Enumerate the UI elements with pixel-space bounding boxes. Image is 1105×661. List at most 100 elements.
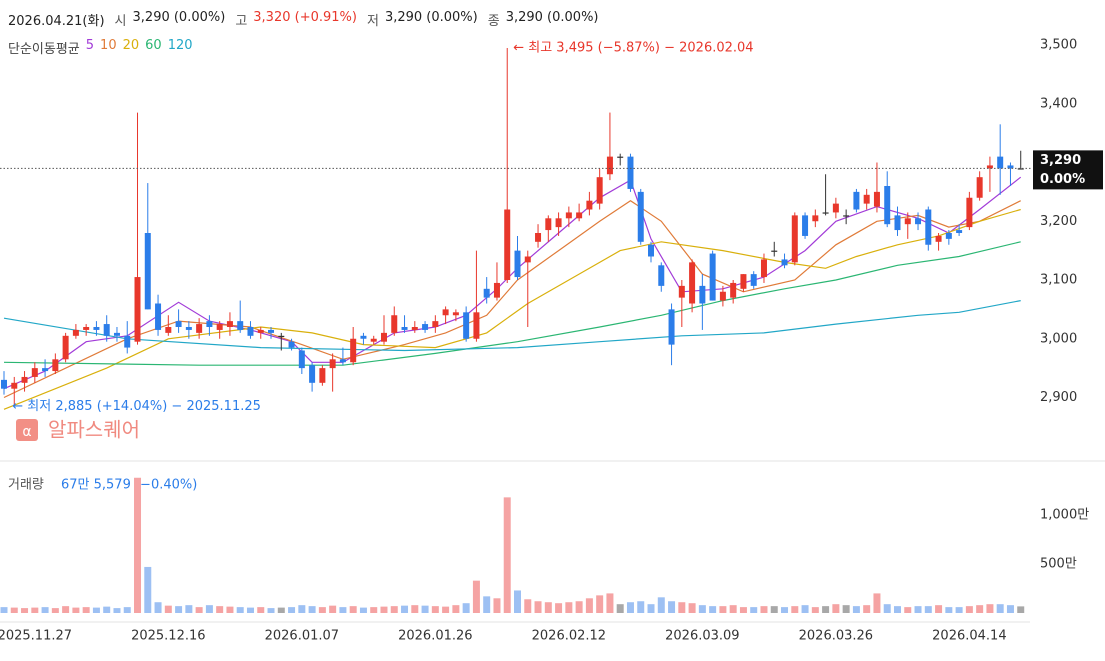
- header-label: 고: [235, 14, 248, 29]
- header: 2026.04.21(화) 시 3,290 (0.00%) 고 3,320 (+0.91…: [8, 10, 599, 29]
- volume-bar: [226, 606, 234, 613]
- volume-bar: [483, 596, 491, 613]
- volume-bar: [277, 607, 285, 613]
- moving-average-line: [3, 241, 1021, 366]
- volume-bar: [657, 597, 665, 613]
- volume-bar: [288, 607, 296, 613]
- ma-legend-item: 20: [122, 38, 140, 53]
- candle-body: [247, 327, 254, 336]
- candle-body: [237, 321, 244, 330]
- volume-bar: [565, 602, 573, 613]
- candle-body: [288, 341, 295, 348]
- candle-body: [668, 309, 675, 345]
- candle-body: [514, 250, 521, 278]
- candle-body: [309, 365, 316, 383]
- volume-bar: [739, 607, 747, 613]
- volume-bar: [113, 608, 121, 613]
- volume-bar: [852, 606, 860, 613]
- volume-last: 67만 5,579 (−0.40%): [61, 478, 197, 493]
- candle-body: [730, 282, 737, 298]
- candle-body: [370, 338, 377, 342]
- candle-body: [822, 212, 829, 214]
- volume-bar: [688, 603, 696, 613]
- volume-bar: [575, 601, 583, 613]
- candle-body: [997, 156, 1004, 169]
- candle-body: [1017, 168, 1024, 170]
- volume-bar: [103, 606, 111, 613]
- candle-body: [956, 230, 963, 233]
- volume-bar: [770, 606, 778, 613]
- x-tick-label: 2026.02.12: [532, 629, 606, 644]
- candle-body: [545, 218, 552, 231]
- volume-bar: [924, 606, 932, 613]
- volume-bar: [164, 605, 172, 613]
- watermark-icon: [16, 419, 38, 441]
- header-date: 2026.04.21(화): [8, 14, 105, 29]
- candle-body: [627, 156, 634, 189]
- volume-bar: [390, 606, 398, 613]
- candle-body: [442, 309, 449, 316]
- candle-body: [360, 335, 367, 339]
- candle-body: [884, 186, 891, 225]
- candle-body: [524, 256, 531, 263]
- x-tick-label: 2026.01.26: [398, 629, 472, 644]
- volume-bar: [10, 607, 18, 613]
- volume-bar: [31, 607, 39, 613]
- candle-body: [586, 200, 593, 210]
- volume-bar: [647, 604, 655, 613]
- candle-body: [62, 335, 69, 360]
- y-tick-label: 3,400: [1040, 96, 1077, 111]
- volume-bar: [863, 605, 871, 613]
- y-tick-label: 3,500: [1040, 38, 1077, 53]
- candle-body: [802, 215, 809, 236]
- y-tick-label: 3,000: [1040, 331, 1077, 346]
- candle-body: [278, 335, 285, 338]
- volume-bar: [904, 607, 912, 613]
- volume-bar: [678, 602, 686, 613]
- volume-bar: [267, 608, 275, 613]
- volume-bar: [616, 604, 624, 613]
- volume-bar: [175, 606, 183, 613]
- volume-bar: [144, 566, 152, 613]
- volume-bar: [842, 605, 850, 613]
- candle-body: [103, 324, 110, 336]
- moving-average-line: [3, 176, 1022, 390]
- candle-body: [411, 327, 418, 330]
- volume-bar: [236, 607, 244, 613]
- x-tick-label: 2026.01.07: [265, 629, 339, 644]
- volume-bar: [134, 477, 142, 613]
- header-value: 3,320 (+0.91%): [253, 10, 357, 25]
- candle-body: [771, 250, 778, 252]
- candle-body: [791, 215, 798, 263]
- volume-bar: [709, 606, 717, 613]
- candle-body: [401, 327, 408, 330]
- header-label: 시: [114, 14, 127, 29]
- candle-body: [483, 288, 490, 298]
- candle-body: [124, 335, 131, 348]
- candle-body: [21, 376, 28, 383]
- volume-bar: [72, 607, 80, 613]
- candle-body: [760, 259, 767, 278]
- candle-body: [596, 177, 603, 204]
- candle-body: [576, 212, 583, 219]
- volume-bar: [452, 605, 460, 613]
- candle-body: [473, 312, 480, 339]
- candle-body: [144, 233, 151, 310]
- candle-body: [976, 177, 983, 198]
- candle-body: [606, 156, 613, 175]
- candle-body: [925, 209, 932, 245]
- volume-bar: [472, 580, 480, 613]
- candle-body: [904, 218, 911, 225]
- x-tick-label: 2026.04.14: [932, 629, 1006, 644]
- candle-body: [1, 379, 7, 389]
- volume-bar: [431, 606, 439, 613]
- volume-bar: [986, 604, 994, 613]
- candle-body: [843, 215, 850, 217]
- candle-body: [422, 324, 429, 330]
- volume-bar: [329, 605, 337, 613]
- volume-bar: [729, 605, 737, 613]
- volume-bar: [1006, 605, 1014, 613]
- volume-bar: [195, 607, 203, 613]
- candle-body: [699, 285, 706, 304]
- moving-average-line: [3, 300, 1021, 352]
